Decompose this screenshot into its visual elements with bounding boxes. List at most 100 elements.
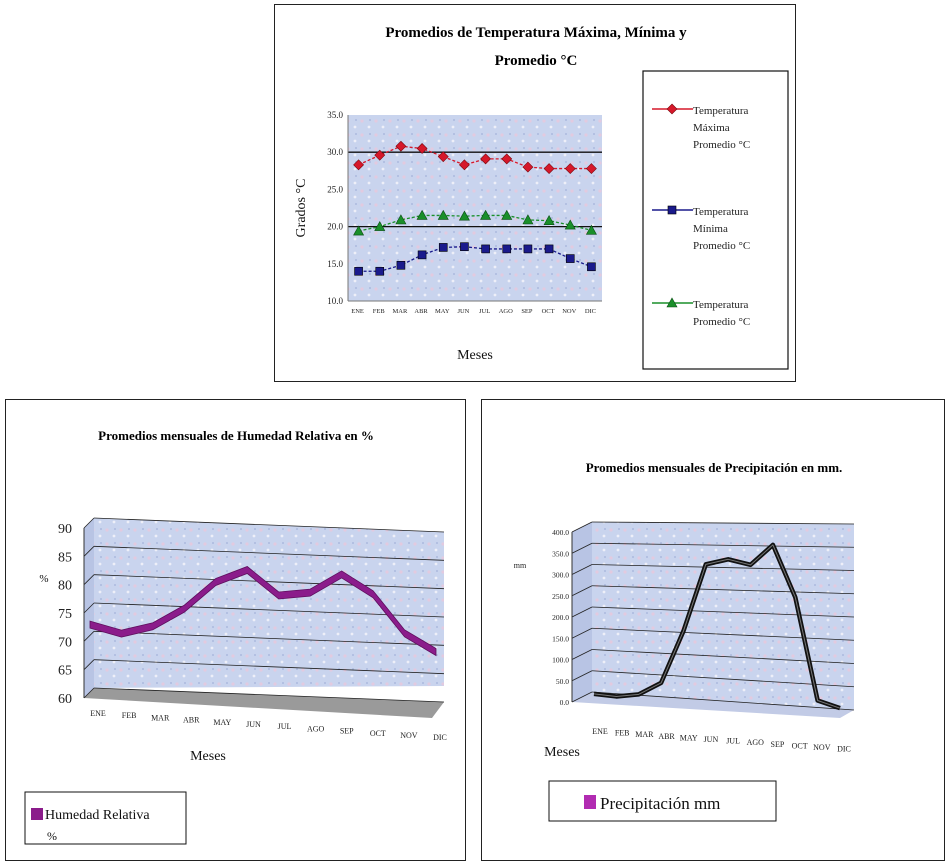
tmax-legend-label: Temperatura [693,105,749,117]
y-axis-label: Grados °C [294,179,309,238]
x-tick-label: JUN [457,308,469,315]
chart-title: Promedios de Temperatura Máxima, Mínima … [385,25,687,41]
x-tick-label: OCT [370,729,386,738]
chart-title: Promedios mensuales de Humedad Relativa … [98,428,374,443]
y-axis-label: mm [514,561,527,570]
tmin-line [358,246,592,272]
x-tick-label: FEB [373,308,386,315]
x-tick-label: ABR [183,716,200,725]
tmax-point [437,151,449,163]
x-axis-label: Meses [457,348,493,363]
x-tick-label: DIC [433,733,447,742]
x-tick-label: AGO [307,724,325,733]
gridline [571,691,593,703]
gridline [83,659,95,670]
x-tick-label: JUL [278,722,292,731]
tprom-point [585,224,597,235]
tprom-point [374,220,386,231]
x-tick-label: MAY [435,308,450,315]
tmin-legend-label: Promedio °C [693,240,750,252]
gridline [571,627,593,639]
x-tick-label: ENE [592,727,608,736]
legend-label: Precipitación mm [600,794,720,813]
humidity-chart-panel: Promedios mensuales de Humedad Relativa … [5,399,466,861]
gridline [93,659,445,675]
tmin-point [460,242,469,251]
x-tick-label: FEB [615,729,630,738]
y-tick-label: 35.0 [327,110,343,120]
gridline [591,564,855,571]
x-tick-label: SEP [340,727,354,736]
tmin-point [396,260,406,270]
tmax-point [585,163,597,174]
tmax-point [416,143,428,154]
tmin-point [544,244,554,254]
tprom-point [522,214,534,225]
x-tick-label: DIC [585,308,596,315]
tmax-point [374,149,386,161]
x-tick-label: MAY [680,733,698,742]
tmin-point [523,244,533,254]
x-tick-label: OCT [542,308,555,315]
x-tick-label: ENE [351,308,364,315]
tmax-point [353,159,365,171]
gridline [83,574,95,585]
y-tick-label: 75 [58,607,72,622]
gridline [83,687,95,699]
gridline [83,602,95,614]
tmin-point [375,266,385,276]
y-tick-label: 200.0 [552,613,569,622]
tprom-point [395,214,407,225]
x-tick-label: MAR [393,308,408,315]
tprom-point [543,215,555,225]
x-tick-label: OCT [792,741,808,750]
legend-label: Humedad Relativa [45,808,150,823]
floor [84,688,444,718]
legend-label: % [47,829,57,843]
gridline [571,542,593,554]
floor [572,692,854,718]
humidity-ribbon [89,566,437,657]
temperature-chart-panel: Promedios de Temperatura Máxima, Mínima … [274,4,796,382]
gridline [93,574,445,590]
x-tick-label: AGO [499,308,513,315]
x-tick-label: ABR [658,732,675,741]
gridline [571,585,593,597]
gridline [83,546,95,557]
tmax-legend-marker [666,103,678,115]
tprom-legend-label: Temperatura [693,299,749,311]
legend-box [24,791,187,845]
x-tick-label: MAR [635,730,654,739]
plot-area [348,115,602,301]
tprom-point [416,209,428,220]
gridline [591,585,855,595]
gridline [571,606,593,618]
gridline [591,670,855,688]
tmin-point [502,244,512,254]
tmin-legend-marker [667,205,677,215]
tprom-point [353,225,365,236]
y-axis-label: % [39,573,48,585]
gridline [591,627,855,641]
y-tick-label: 0.0 [560,698,570,707]
y-tick-label: 65 [58,664,72,679]
tmin-legend-label: Temperatura [693,206,749,218]
y-tick-label: 30.0 [327,147,343,157]
x-tick-label: JUN [246,720,261,729]
tmax-point [480,153,492,165]
y-tick-label: 85 [58,550,72,565]
tmax-point [458,159,470,171]
tmax-point [543,163,555,174]
y-tick-label: 90 [58,522,72,537]
x-tick-label: ENE [90,709,106,718]
y-tick-label: 70 [58,635,72,650]
x-tick-label: SEP [771,740,785,749]
y-tick-label: 15.0 [327,259,343,269]
gridline [571,649,593,660]
gridline [571,521,593,533]
x-tick-label: AGO [747,738,765,747]
y-tick-label: 20.0 [327,222,343,232]
x-tick-label: DIC [837,745,851,754]
y-tick-label: 150.0 [552,634,569,643]
tmin-point [481,244,490,254]
